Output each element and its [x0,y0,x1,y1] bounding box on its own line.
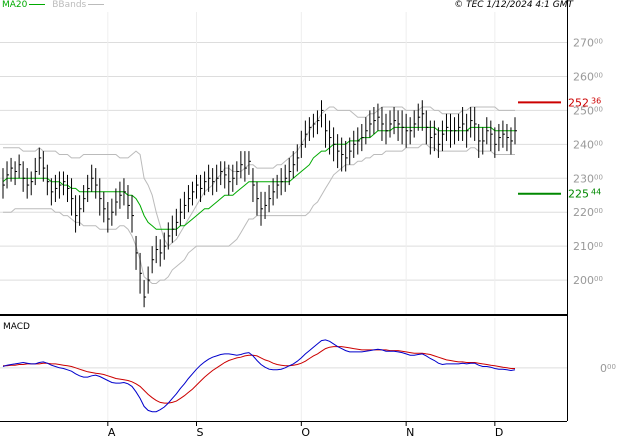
legend-bbands-swatch [88,4,105,5]
macd-line [2,339,516,413]
price-y-tick-label: 20000 [573,274,603,287]
bb-upper-line [3,106,515,247]
legend-ma20: MA20 [2,0,46,10]
legend-ma20-label: MA20 [2,0,28,10]
price-y-tick-label: 23000 [573,172,603,185]
ma20-line [2,126,515,230]
signal-line [3,346,515,404]
legend-bbands-label: BBands [52,0,87,10]
support-label: 225 44 [568,188,601,201]
macd-grid [0,318,567,421]
x-tick-label: N [406,426,414,439]
price-y-tick-label: 21000 [573,240,603,253]
price-y-tick-label: 26000 [573,70,603,83]
macd-lines [2,339,516,413]
price-y-tick-label: 27000 [573,37,603,50]
bb-lower-line [3,143,515,284]
x-tick-label: A [108,426,116,439]
legend: MA20 BBands [2,0,105,10]
price-y-tick-label: 24000 [573,138,603,151]
price-levels: 252 36 225 44 [518,96,601,201]
panel-frame [0,0,568,422]
legend-ma20-swatch [29,4,46,5]
bollinger-bands [3,106,515,284]
price-y-tick-label: 22000 [573,206,603,219]
x-tick-label: S [197,426,204,439]
macd-y-axis: 000 [600,362,616,375]
price-y-axis: 20000 21000 22000 23000 24000 25000 26000 27000 [573,37,603,288]
source-credit: © TEC 1/12/2024 4:1 GMT [454,0,573,10]
x-tick-label: O [301,426,310,439]
price-bars [2,100,517,308]
price-y-tick-label: 25000 [573,104,603,117]
price-grid [0,12,567,314]
macd-y-tick-label: 000 [600,362,616,375]
macd-panel-title: MACD [3,322,30,332]
ma20-line [2,126,515,230]
legend-bbands: BBands [52,0,105,10]
resistance-label: 252 36 [568,96,601,109]
x-tick-label: D [495,426,503,439]
